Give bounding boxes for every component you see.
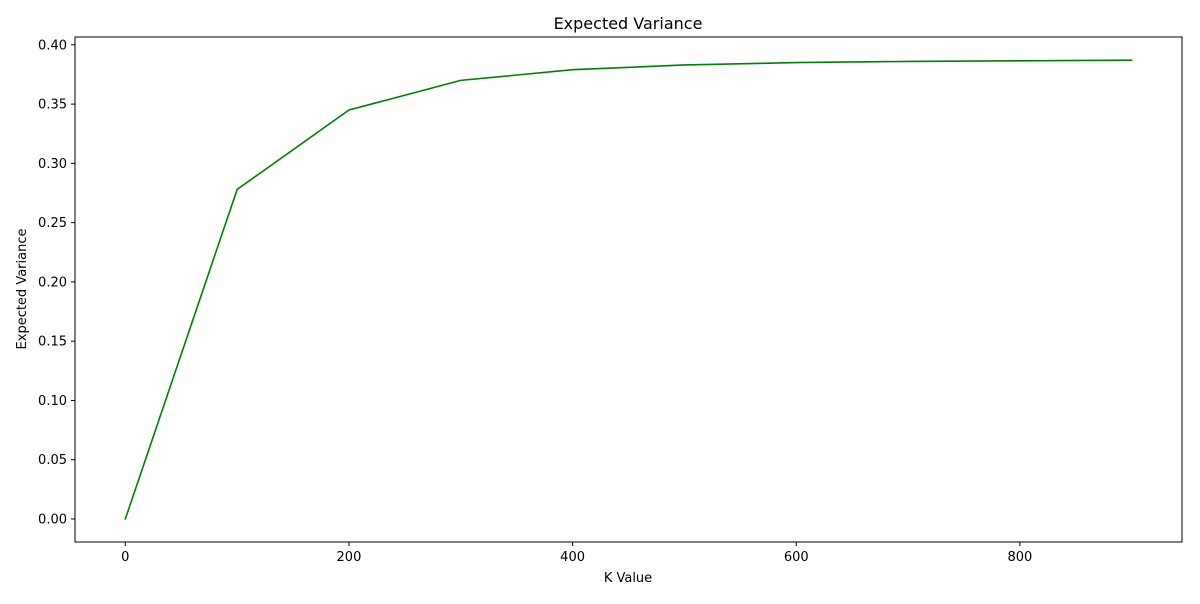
plot-area: 0 200 400 600 800 0.000.050.100.150.200.250.… (38, 36, 1183, 565)
y-tick-label: 0.30 (38, 157, 67, 172)
y-axis-label: Expected Variance (15, 229, 30, 350)
x-axis: 0 200 400 600 800 (121, 542, 1032, 565)
y-tick-label: 0.15 (38, 335, 67, 350)
y-tick-label: 0.35 (38, 98, 67, 113)
x-tick-label: 800 (1007, 550, 1032, 565)
y-tick-label: 0.05 (38, 453, 67, 468)
chart-title: Expected Variance (554, 14, 703, 33)
y-tick-label: 0.00 (38, 513, 67, 528)
series-group (124, 59, 1133, 520)
plot-frame (74, 36, 1183, 543)
x-tick-label: 600 (784, 550, 809, 565)
y-tick-label: 0.10 (38, 394, 67, 409)
y-tick-label: 0.20 (38, 275, 67, 290)
x-tick-label: 400 (560, 550, 585, 565)
y-axis: 0.00 0.05 0.10 0.15 0.20 0.25 0.30 0.35 0.40 (38, 38, 75, 528)
x-tick-label: 200 (337, 550, 362, 565)
series-line (124, 59, 1133, 520)
x-tick-label: 0 (121, 550, 129, 565)
y-tick-label: 0.25 (38, 216, 67, 231)
y-tick-label: 0.40 (38, 38, 67, 53)
x-axis-label: K Value (604, 571, 652, 586)
